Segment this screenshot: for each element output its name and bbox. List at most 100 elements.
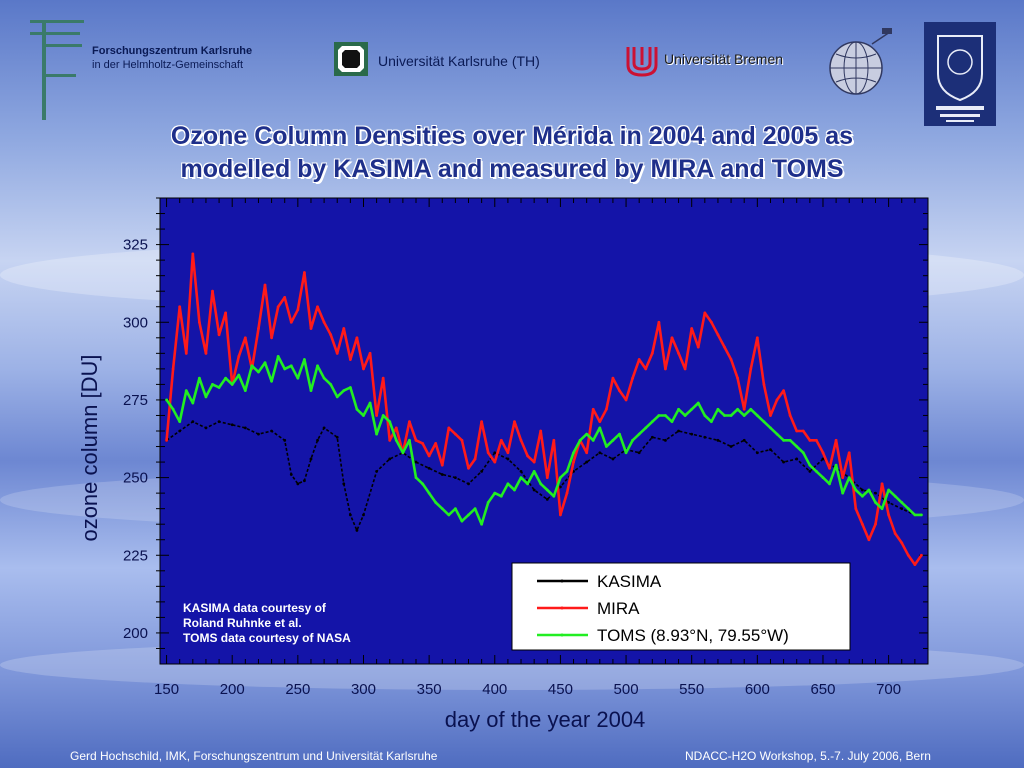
data-point-kasima	[303, 479, 306, 483]
data-point-toms	[775, 432, 779, 436]
data-point-mira	[795, 429, 799, 433]
data-point-mira	[257, 327, 260, 330]
data-point-mira	[453, 432, 457, 436]
series-line-mira	[165, 252, 923, 566]
x-tick-label: 250	[285, 681, 310, 698]
data-point-kasima	[440, 473, 444, 476]
data-point-kasima	[316, 438, 319, 442]
data-point-mira	[769, 414, 772, 417]
data-point-toms	[526, 482, 529, 486]
data-point-toms	[801, 451, 805, 455]
data-point-toms	[742, 414, 746, 417]
data-point-kasima	[362, 513, 365, 517]
data-point-mira	[854, 507, 858, 511]
data-point-mira	[887, 513, 891, 517]
data-point-kasima	[427, 466, 431, 470]
data-point-mira	[782, 389, 785, 393]
x-tick-label: 550	[679, 681, 704, 698]
data-point-toms	[197, 376, 201, 380]
data-point-mira	[828, 466, 831, 470]
legend: KASIMA MIRA TOMS (8.93°N, 79.55°W)	[511, 562, 851, 651]
data-point-kasima	[729, 445, 733, 448]
data-point-toms	[893, 494, 897, 498]
uka-logo	[334, 42, 368, 76]
data-point-mira	[178, 305, 182, 309]
data-point-toms	[828, 482, 831, 486]
data-point-toms	[808, 463, 812, 467]
data-point-kasima	[598, 451, 602, 455]
data-point-mira	[801, 429, 805, 433]
header-logos: Forschungszentrum Karlsruhe in der Helmh…	[0, 0, 1024, 126]
data-point-kasima	[611, 457, 615, 461]
data-point-mira	[565, 491, 569, 495]
data-point-kasima	[519, 469, 523, 473]
data-point-toms	[657, 414, 661, 417]
data-point-toms	[276, 355, 280, 358]
data-point-kasima	[585, 460, 589, 464]
data-point-toms	[427, 491, 431, 495]
data-point-toms	[565, 469, 569, 473]
data-point-kasima	[348, 513, 352, 517]
data-point-mira	[224, 311, 228, 315]
data-point-kasima	[289, 473, 293, 476]
data-point-kasima	[874, 491, 877, 495]
data-point-toms	[440, 507, 444, 511]
y-tick-label: 250	[123, 470, 148, 487]
data-point-toms	[414, 476, 418, 479]
data-point-mira	[316, 305, 319, 309]
data-point-mira	[913, 563, 917, 566]
data-point-mira	[874, 522, 877, 526]
data-point-mira	[309, 327, 313, 330]
data-point-toms	[499, 494, 503, 498]
data-point-kasima	[467, 482, 470, 486]
data-point-kasima	[178, 429, 182, 433]
data-point-toms	[900, 501, 904, 504]
y-tick-label: 275	[123, 392, 148, 409]
data-point-toms	[788, 438, 792, 442]
data-point-toms	[585, 432, 589, 436]
uka-label: Universität Karlsruhe (TH)	[378, 53, 540, 69]
data-point-toms	[539, 482, 543, 486]
annotation-line: KASIMA data courtesy of	[183, 601, 327, 615]
x-tick-label: 500	[614, 681, 639, 698]
data-point-toms	[618, 432, 621, 436]
data-point-toms	[880, 507, 884, 511]
data-point-kasima	[821, 457, 825, 461]
data-point-mira	[296, 308, 300, 312]
data-point-kasima	[808, 469, 812, 473]
data-point-kasima	[453, 476, 457, 479]
data-point-kasima	[782, 460, 785, 464]
data-point-mira	[644, 367, 648, 371]
data-point-toms	[841, 491, 845, 495]
data-point-toms	[178, 420, 182, 424]
data-point-mira	[493, 460, 497, 464]
data-point-toms	[480, 522, 484, 526]
data-point-mira	[335, 351, 339, 355]
legend-marker	[560, 579, 564, 583]
data-point-mira	[381, 376, 385, 380]
data-point-kasima	[887, 501, 891, 504]
data-point-toms	[749, 407, 753, 411]
data-point-toms	[513, 488, 516, 492]
data-point-toms	[604, 445, 608, 448]
data-point-toms	[362, 414, 365, 417]
data-point-toms	[920, 513, 923, 517]
data-point-mira	[611, 376, 615, 380]
data-point-mira	[736, 376, 740, 380]
x-tick-label: 150	[154, 681, 179, 698]
data-point-toms	[906, 507, 910, 511]
data-point-toms	[171, 407, 175, 411]
data-point-kasima	[677, 429, 680, 433]
data-point-kasima	[342, 482, 346, 486]
data-point-mira	[664, 367, 667, 371]
legend-marker	[560, 606, 564, 610]
data-point-toms	[224, 376, 228, 380]
data-point-mira	[480, 420, 484, 424]
data-point-mira	[467, 466, 470, 470]
data-point-toms	[316, 364, 319, 368]
data-point-toms	[591, 438, 595, 442]
data-point-toms	[552, 494, 556, 498]
data-point-mira	[749, 367, 753, 371]
series-layer	[165, 252, 923, 566]
